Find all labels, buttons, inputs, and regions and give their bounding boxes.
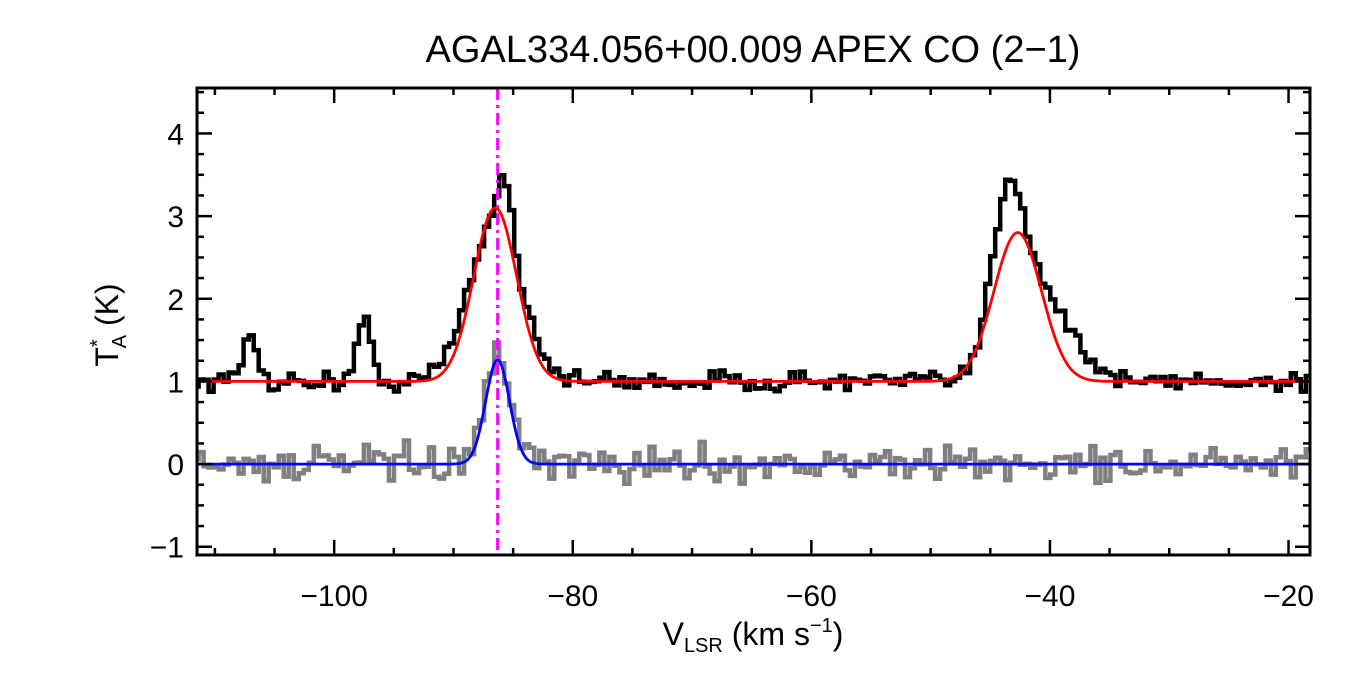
y-tick-label: 1 [167, 366, 184, 399]
x-axis-title-sub: LSR [684, 635, 723, 657]
series-0-co-spectrum [197, 173, 1310, 394]
series-3-blue-fit [197, 358, 1310, 466]
axes-layer: −100 −80 −60 −40 −20 −1 0 1 2 3 4 [150, 86, 1314, 613]
x-tick-label: −40 [1024, 580, 1075, 613]
series-layer [197, 173, 1310, 486]
x-axis-title: VLSR (km s−1) [663, 615, 844, 657]
series-2-red-fit [197, 206, 1310, 383]
y-axis-title-group: T*A (K) [87, 283, 131, 366]
y-axis-title: T*A (K) [87, 283, 131, 366]
x-tick-label: −100 [300, 580, 368, 613]
y-axis-title-sup: * [87, 339, 109, 347]
chart-title: AGAL334.056+00.009 APEX CO (2−1) [426, 29, 1081, 71]
y-tick-label: 3 [167, 201, 184, 234]
y-axis-title-sub: A [109, 334, 131, 348]
x-tick-label: −20 [1263, 580, 1314, 613]
x-axis-title-sup: −1 [810, 615, 833, 637]
plot-frame [195, 86, 1312, 557]
x-tick-label: −60 [786, 580, 837, 613]
x-axis-title-close: ) [833, 616, 844, 652]
series-1-second-spectrum [197, 340, 1310, 486]
y-tick-label: 2 [167, 284, 184, 317]
y-axis-title-rest: (K) [89, 283, 125, 335]
y-tick-label: 0 [167, 449, 184, 482]
y-tick-label: −1 [150, 532, 184, 565]
x-axis-title-main: V [663, 616, 685, 652]
y-axis-title-main: T [89, 347, 125, 367]
y-tick-label: 4 [167, 118, 184, 151]
x-tick-label: −80 [547, 580, 598, 613]
x-axis-title-rest: (km s [723, 616, 810, 652]
